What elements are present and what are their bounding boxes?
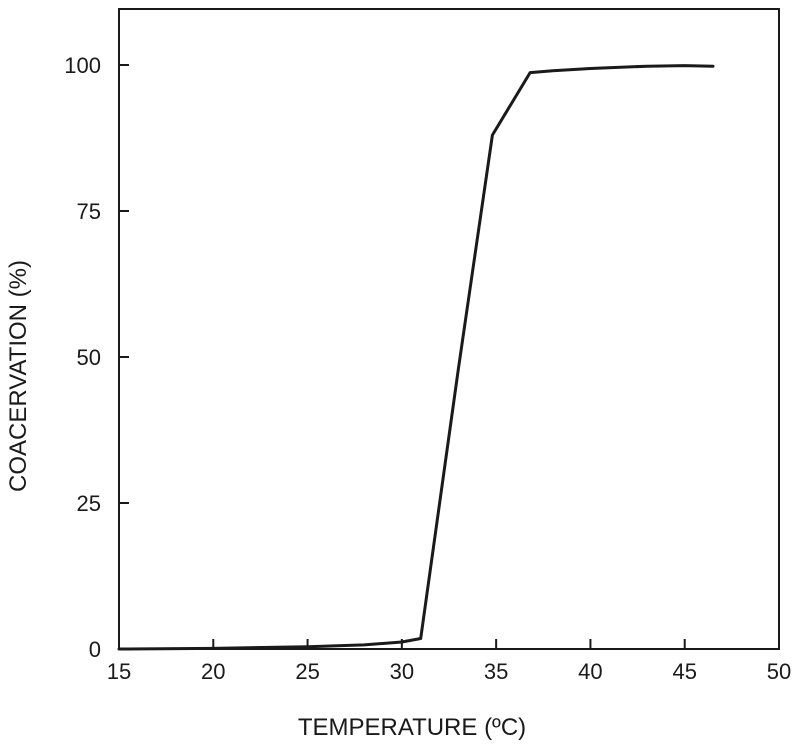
y-tick-label: 50 <box>77 345 101 370</box>
y-tick-label: 0 <box>89 637 101 662</box>
x-axis: 15 20 25 30 35 40 45 50 <box>107 639 791 684</box>
y-tick-label: 75 <box>77 199 101 224</box>
x-tick-label: 30 <box>390 659 414 684</box>
x-tick-label: 50 <box>767 659 791 684</box>
x-tick-label: 25 <box>295 659 319 684</box>
y-axis: 0 25 50 75 100 <box>64 53 129 662</box>
x-tick-label: 35 <box>484 659 508 684</box>
x-tick-label: 20 <box>201 659 225 684</box>
y-tick-label: 25 <box>77 491 101 516</box>
series-layer <box>117 64 715 651</box>
y-axis-title: COACERVATION (%) <box>5 260 32 492</box>
x-tick-label: 15 <box>107 659 131 684</box>
plot-frame <box>118 8 780 650</box>
y-tick-label: 100 <box>64 53 101 78</box>
series-line <box>117 64 715 651</box>
x-tick-label: 40 <box>578 659 602 684</box>
x-axis-title: TEMPERATURE (ºC) <box>298 714 526 741</box>
x-tick-label: 45 <box>672 659 696 684</box>
